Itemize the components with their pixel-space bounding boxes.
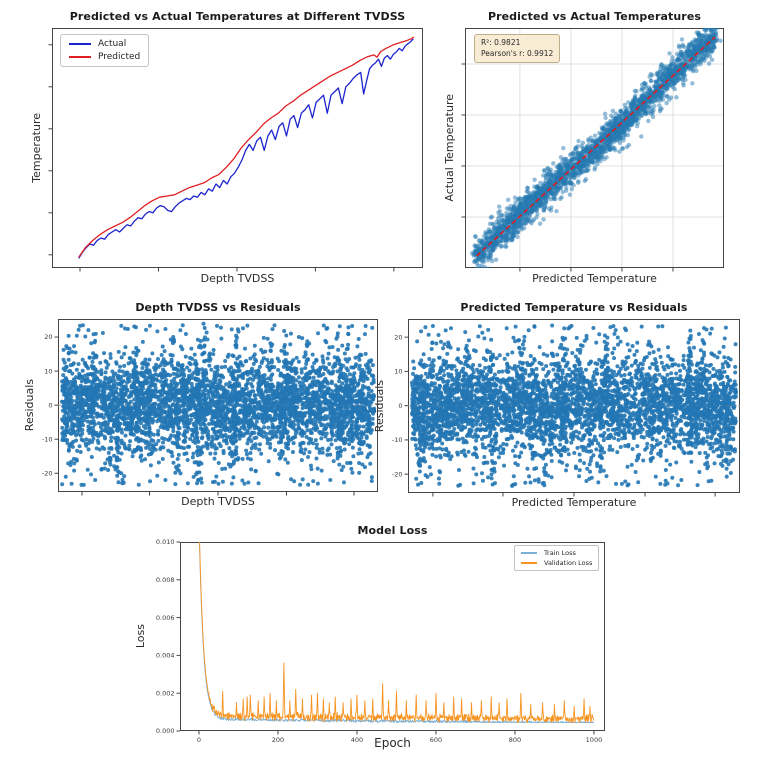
residual-scatter-canvas xyxy=(374,311,748,513)
legend-label: Predicted xyxy=(98,52,141,62)
chart-title: Predicted vs Actual Temperatures xyxy=(487,10,702,23)
validation-loss-swatch xyxy=(521,562,537,564)
chart-title: Predicted vs Actual Temperatures at Diff… xyxy=(69,10,406,23)
stats-annotation: R²: 0.9821 Pearson's r: 0.9912 xyxy=(474,34,561,63)
legend-label: Actual xyxy=(98,39,127,49)
legend: Actual Predicted xyxy=(60,34,150,67)
predicted-line-swatch xyxy=(69,56,91,58)
legend-item-validation-loss: Validation Loss xyxy=(521,559,592,567)
train-loss-swatch xyxy=(521,552,537,554)
x-axis-label: Depth TVDSS xyxy=(181,495,255,508)
legend-item-actual: Actual xyxy=(69,39,140,49)
pearson-r-value: Pearson's r: 0.9912 xyxy=(481,48,554,58)
x-axis-label: Predicted Temperature xyxy=(532,272,657,285)
chart-title: Depth TVDSS vs Residuals xyxy=(135,301,301,314)
x-axis-label: Predicted Temperature xyxy=(511,496,637,509)
legend-item-train-loss: Train Loss xyxy=(521,549,592,557)
r-squared-value: R²: 0.9821 xyxy=(481,38,521,47)
x-axis-label: Epoch xyxy=(374,736,411,750)
legend: Train Loss Validation Loss xyxy=(514,545,600,571)
residual-scatter-canvas xyxy=(24,311,386,512)
legend-label: Validation Loss xyxy=(544,559,593,567)
actual-line-swatch xyxy=(69,43,91,45)
x-axis-label: Depth TVDSS xyxy=(200,272,275,285)
legend-item-predicted: Predicted xyxy=(69,52,140,62)
chart-title: Model Loss xyxy=(357,524,428,537)
chart-title: Predicted Temperature vs Residuals xyxy=(460,301,688,314)
legend-label: Train Loss xyxy=(544,549,576,557)
scatter-chart-canvas xyxy=(431,20,732,288)
